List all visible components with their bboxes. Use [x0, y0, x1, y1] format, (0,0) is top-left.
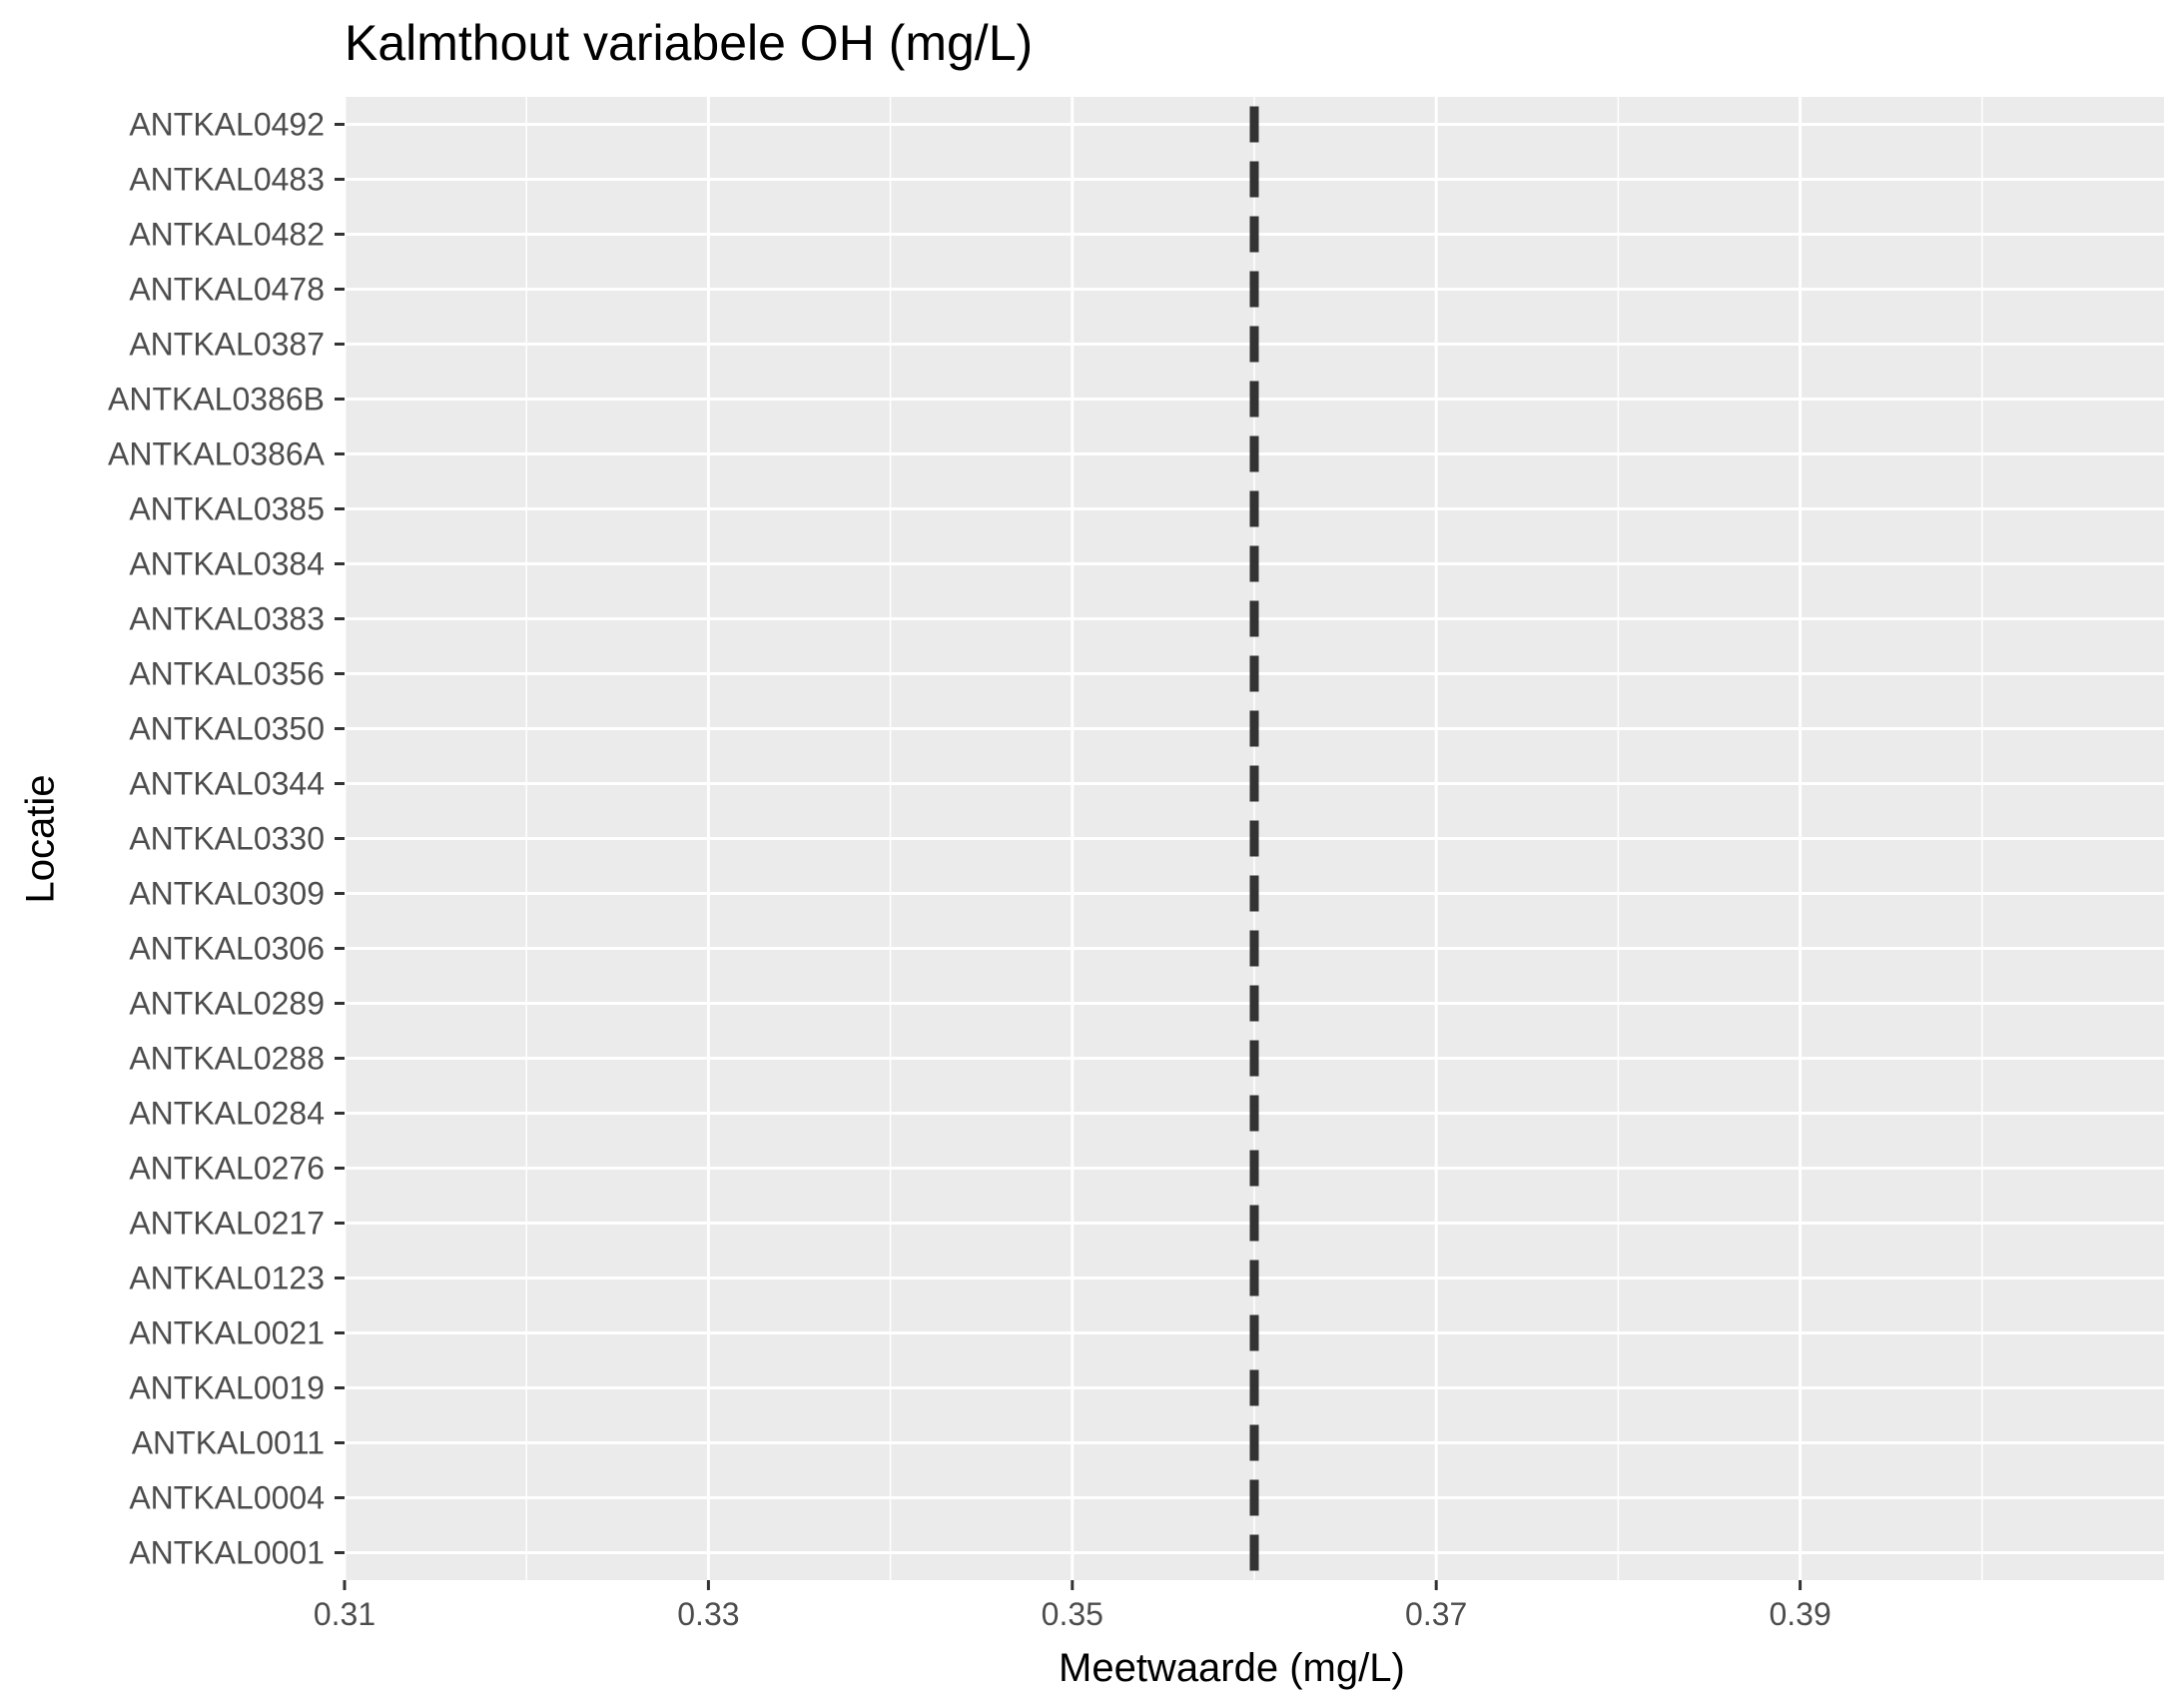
- y-tick-label: ANTKAL0492: [129, 107, 325, 143]
- x-axis-label: Meetwaarde (mg/L): [1059, 1646, 1405, 1690]
- y-tick-label: ANTKAL0383: [129, 601, 325, 637]
- data-point: [1249, 1260, 1259, 1296]
- data-point: [1249, 216, 1259, 253]
- data-point: [1249, 545, 1259, 582]
- y-axis-label: Locatie: [18, 774, 63, 904]
- y-tick-label: ANTKAL0385: [129, 491, 325, 527]
- y-tick-label: ANTKAL0387: [129, 327, 325, 363]
- y-tick-label: ANTKAL0288: [129, 1041, 325, 1077]
- y-tick-label: ANTKAL0306: [129, 931, 325, 967]
- y-tick-label: ANTKAL0483: [129, 162, 325, 198]
- x-tick-label: 0.37: [1405, 1596, 1467, 1632]
- y-tick-label: ANTKAL0344: [129, 766, 325, 802]
- y-tick-label: ANTKAL0356: [129, 656, 325, 692]
- data-point: [1249, 1369, 1259, 1406]
- x-tick-label: 0.33: [677, 1596, 739, 1632]
- data-point: [1249, 106, 1259, 143]
- data-point: [1249, 435, 1259, 472]
- data-point: [1249, 600, 1259, 637]
- y-tick-label: ANTKAL0384: [129, 546, 325, 582]
- y-tick-label: ANTKAL0330: [129, 821, 325, 857]
- data-point: [1249, 381, 1259, 418]
- data-point: [1249, 985, 1259, 1022]
- data-point: [1249, 1040, 1259, 1077]
- y-tick-label: ANTKAL0309: [129, 876, 325, 912]
- y-tick-label: ANTKAL0289: [129, 986, 325, 1022]
- data-point: [1249, 765, 1259, 802]
- data-point: [1249, 930, 1259, 967]
- data-point: [1249, 655, 1259, 692]
- x-tick-label: 0.39: [1769, 1596, 1830, 1632]
- data-point: [1249, 1479, 1259, 1516]
- y-tick-label: ANTKAL0217: [129, 1206, 325, 1242]
- data-point: [1249, 1314, 1259, 1351]
- y-tick-label: ANTKAL0001: [129, 1535, 325, 1571]
- y-tick-label: ANTKAL0019: [129, 1370, 325, 1406]
- data-point: [1249, 1534, 1259, 1571]
- chart-title: Kalmthout variabele OH (mg/L): [345, 15, 1034, 71]
- y-tick-label: ANTKAL0021: [129, 1315, 325, 1351]
- y-tick-label: ANTKAL0386A: [108, 436, 326, 472]
- x-tick-label: 0.35: [1042, 1596, 1103, 1632]
- y-tick-label: ANTKAL0350: [129, 711, 325, 747]
- y-tick-label: ANTKAL0482: [129, 217, 325, 253]
- x-tick-label: 0.31: [314, 1596, 375, 1632]
- data-point: [1249, 271, 1259, 308]
- data-point: [1249, 1150, 1259, 1187]
- data-point: [1249, 1205, 1259, 1242]
- data-point: [1249, 710, 1259, 747]
- data-point: [1249, 875, 1259, 912]
- data-point: [1249, 820, 1259, 857]
- y-tick-label: ANTKAL0284: [129, 1096, 325, 1132]
- y-tick-label: ANTKAL0123: [129, 1261, 325, 1296]
- data-point: [1249, 326, 1259, 363]
- data-point: [1249, 161, 1259, 198]
- y-tick-label: ANTKAL0386B: [108, 382, 325, 418]
- y-tick-label: ANTKAL0276: [129, 1151, 325, 1187]
- data-point: [1249, 490, 1259, 527]
- y-tick-label: ANTKAL0011: [132, 1425, 325, 1461]
- y-tick-label: ANTKAL0004: [129, 1480, 325, 1516]
- data-point: [1249, 1095, 1259, 1132]
- data-point: [1249, 1424, 1259, 1461]
- y-tick-label: ANTKAL0478: [129, 272, 325, 308]
